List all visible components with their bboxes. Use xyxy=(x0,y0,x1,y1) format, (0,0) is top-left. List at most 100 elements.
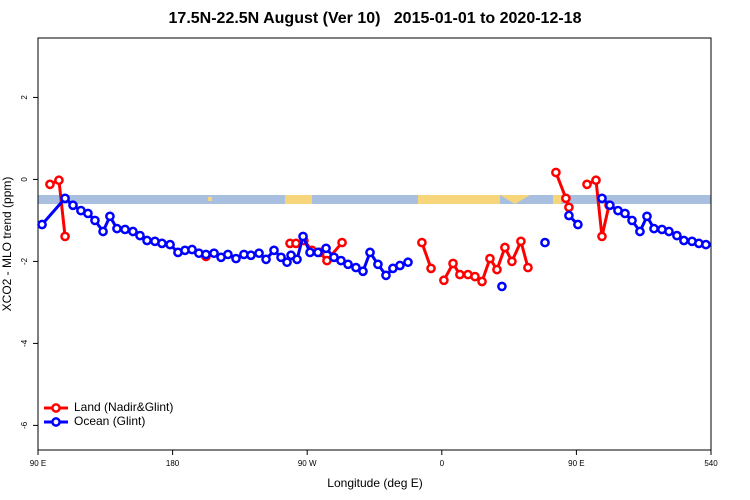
data-point xyxy=(37,219,47,230)
data-point xyxy=(597,231,607,242)
land-patch xyxy=(285,195,312,204)
data-point xyxy=(60,231,70,242)
data-point xyxy=(649,223,659,234)
data-point xyxy=(540,237,550,248)
y-tick-label: 0 xyxy=(20,177,29,182)
data-point xyxy=(485,253,495,264)
y-tick-label: -2 xyxy=(20,257,29,265)
data-point xyxy=(635,226,645,237)
data-point xyxy=(187,244,197,255)
data-point xyxy=(395,260,405,271)
data-point xyxy=(597,193,607,204)
data-point xyxy=(605,200,615,211)
data-point xyxy=(291,238,301,249)
data-point xyxy=(620,208,630,219)
data-point xyxy=(351,262,361,273)
data-point xyxy=(497,281,507,292)
land-patch xyxy=(553,195,561,204)
data-point xyxy=(83,208,93,219)
data-point xyxy=(90,215,100,226)
data-point xyxy=(642,211,652,222)
data-point xyxy=(209,248,219,259)
data-point xyxy=(591,175,601,186)
data-point xyxy=(627,215,637,226)
x-tick-label: 540 xyxy=(704,459,718,468)
data-point xyxy=(337,237,347,248)
data-point xyxy=(336,255,346,266)
data-point xyxy=(276,252,286,263)
y-axis-label: XCO2 - MLO trend (ppm) xyxy=(0,177,14,312)
plot-frame xyxy=(37,37,712,451)
legend-label: Land (Nadir&Glint) xyxy=(74,400,173,414)
y-tick-label: 2 xyxy=(20,95,29,100)
x-tick-label: 0 xyxy=(440,459,445,468)
legend-marker xyxy=(51,417,61,427)
data-point xyxy=(564,202,574,213)
data-point xyxy=(254,248,264,259)
data-point xyxy=(313,247,323,258)
data-point xyxy=(298,231,308,242)
data-point xyxy=(54,175,64,186)
data-point xyxy=(261,254,271,265)
data-point xyxy=(500,242,510,253)
x-tick-label: 90 E xyxy=(30,459,46,468)
data-point xyxy=(564,210,574,221)
data-point xyxy=(60,193,70,204)
data-point xyxy=(142,235,152,246)
data-point xyxy=(507,256,517,267)
data-point xyxy=(582,179,592,190)
data-point xyxy=(223,249,233,260)
data-point xyxy=(98,226,108,237)
x-axis-label: Longitude (deg E) xyxy=(327,476,422,490)
data-point xyxy=(120,224,130,235)
land-patch xyxy=(418,195,500,204)
data-point xyxy=(679,235,689,246)
data-point xyxy=(672,230,682,241)
data-point xyxy=(551,167,561,178)
data-point xyxy=(269,245,279,256)
data-point xyxy=(561,193,571,204)
y-tick-label: -4 xyxy=(20,339,29,347)
data-point xyxy=(105,211,115,222)
data-point xyxy=(292,254,302,265)
map-strip xyxy=(38,195,711,204)
data-point xyxy=(365,247,375,258)
data-point xyxy=(282,257,292,268)
data-point xyxy=(201,249,211,260)
data-point xyxy=(417,237,427,248)
data-point xyxy=(381,270,391,281)
data-point xyxy=(448,258,458,269)
data-point xyxy=(455,269,465,280)
x-tick-label: 180 xyxy=(166,459,180,468)
data-point xyxy=(358,266,368,277)
data-point xyxy=(664,226,674,237)
x-tick-label: 90 W xyxy=(298,459,317,468)
land-patch xyxy=(208,197,212,201)
data-point xyxy=(573,219,583,230)
data-point xyxy=(343,259,353,270)
data-point xyxy=(68,200,78,211)
land-patch xyxy=(500,195,530,204)
data-point xyxy=(135,230,145,241)
data-point xyxy=(516,236,526,247)
data-point xyxy=(305,247,315,258)
data-point xyxy=(112,223,122,234)
y-tick-label: -6 xyxy=(20,421,29,429)
data-point xyxy=(128,226,138,237)
data-point xyxy=(246,250,256,261)
chart-title: 17.5N-22.5N August (Ver 10) 2015-01-01 t… xyxy=(169,10,582,27)
x-tick-label: 90 E xyxy=(568,459,584,468)
data-point xyxy=(231,253,241,264)
data-point xyxy=(470,271,480,282)
data-point xyxy=(157,238,167,249)
data-point xyxy=(439,275,449,286)
data-point xyxy=(523,262,533,273)
legend-label: Ocean (Glint) xyxy=(74,414,145,428)
data-point xyxy=(403,257,413,268)
ocean-strip xyxy=(38,195,711,204)
data-point xyxy=(477,276,487,287)
data-point xyxy=(165,239,175,250)
data-point xyxy=(701,239,711,250)
